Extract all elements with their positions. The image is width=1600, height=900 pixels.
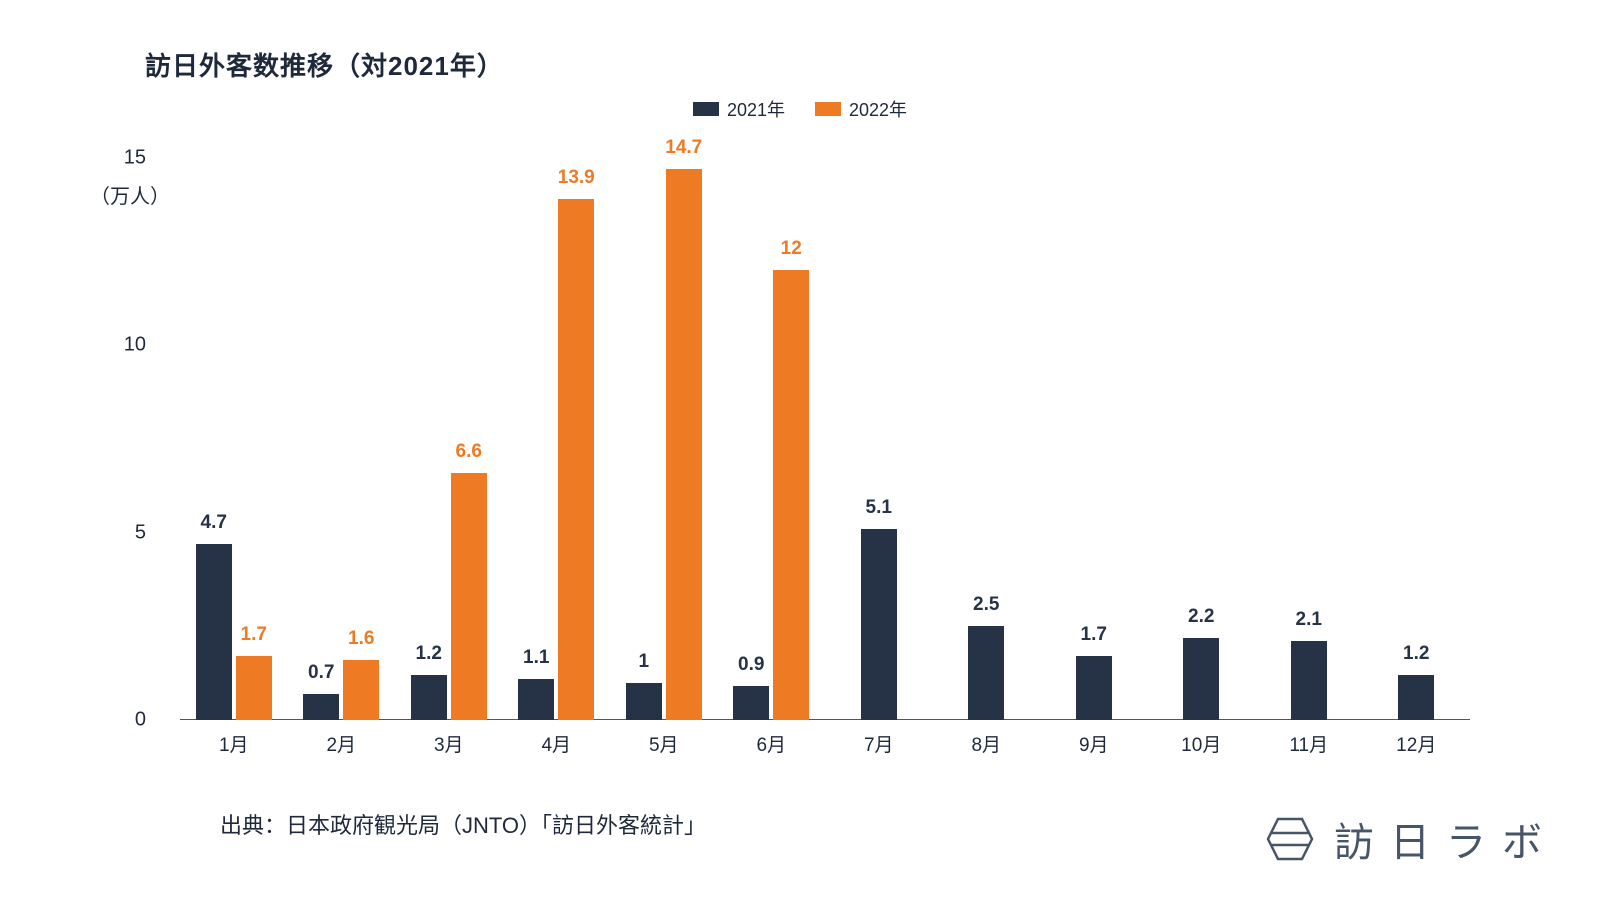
legend-swatch: [815, 102, 841, 116]
legend-label: 2021年: [727, 96, 785, 122]
bar: 1.1: [518, 679, 554, 720]
x-category-label: 11月: [1289, 730, 1328, 757]
x-category-label: 10月: [1181, 730, 1221, 757]
bar-group: 2.1: [1291, 641, 1327, 720]
bar-value-label: 1.2: [416, 643, 442, 665]
x-category-label: 9月: [1079, 730, 1109, 757]
bar-value-label: 2.5: [973, 594, 999, 616]
bar-value-label: 5.1: [866, 497, 892, 519]
x-category-label: 6月: [756, 730, 786, 757]
source-text: 出典：日本政府観光局（JNTO）「訪日外客統計」: [220, 808, 706, 840]
bar: 6.6: [451, 473, 487, 721]
bar: 1.6: [343, 660, 379, 720]
bar-group: 1.7: [1076, 656, 1112, 720]
chart-title: 訪日外客数推移（対2021年）: [145, 46, 504, 83]
bar: 0.9: [733, 686, 769, 720]
bar: 1: [626, 683, 662, 721]
bar: 2.5: [968, 626, 1004, 720]
bar-value-label: 1.7: [241, 624, 267, 646]
bar-group: 5.1: [861, 529, 897, 720]
x-category-label: 8月: [971, 730, 1001, 757]
y-tick-label: 5: [135, 521, 146, 544]
x-category-label: 2月: [326, 730, 356, 757]
bar: 14.7: [666, 169, 702, 720]
bar-value-label: 0.7: [308, 662, 334, 684]
bar-group: 1.113.9: [518, 199, 594, 720]
y-tick-label: 0: [135, 709, 146, 732]
bar-value-label: 2.1: [1296, 609, 1322, 631]
logo-text: 訪日ラボ: [1334, 810, 1558, 868]
bar: 1.7: [236, 656, 272, 720]
bar-group: 4.71.7: [196, 544, 272, 720]
bar: 5.1: [861, 529, 897, 720]
logo-icon: [1264, 813, 1316, 865]
bar: 1.2: [411, 675, 447, 720]
bar: 2.2: [1183, 638, 1219, 721]
x-category-label: 1月: [219, 730, 249, 757]
chart-container: 訪日外客数推移（対2021年） （万人） 2021年 2022年 0 5 10 15 1月…: [0, 0, 1600, 900]
bar-group: 1.26.6: [411, 473, 487, 721]
x-category-label: 3月: [434, 730, 464, 757]
bar: 0.7: [303, 694, 339, 720]
brand-logo: 訪日ラボ: [1264, 810, 1558, 868]
x-category-label: 4月: [541, 730, 571, 757]
bar: 1.7: [1076, 656, 1112, 720]
y-tick-label: 15: [124, 146, 146, 169]
bar-group: 2.2: [1183, 638, 1219, 721]
y-axis-label: （万人）: [90, 180, 170, 209]
bar-value-label: 13.9: [558, 167, 595, 189]
x-category-label: 12月: [1396, 730, 1436, 757]
bar-value-label: 0.9: [738, 654, 764, 676]
bar-value-label: 6.6: [456, 441, 482, 463]
bar-group: 0.71.6: [303, 660, 379, 720]
x-category-label: 5月: [649, 730, 679, 757]
bar-value-label: 14.7: [665, 137, 702, 159]
x-category-label: 7月: [864, 730, 894, 757]
bar-group: 0.912: [733, 270, 809, 720]
bar-group: 2.5: [968, 626, 1004, 720]
legend-label: 2022年: [849, 96, 907, 122]
bar-value-label: 1.7: [1081, 624, 1107, 646]
legend-swatch: [693, 102, 719, 116]
bar-value-label: 1.6: [348, 628, 374, 650]
bar: 13.9: [558, 199, 594, 720]
bar: 4.7: [196, 544, 232, 720]
bar-group: 114.7: [626, 169, 702, 720]
legend-item: 2021年: [693, 96, 785, 122]
bar: 1.2: [1398, 675, 1434, 720]
bar: 12: [773, 270, 809, 720]
bar-value-label: 1.1: [523, 647, 549, 669]
bar-value-label: 2.2: [1188, 606, 1214, 628]
bar-value-label: 1: [638, 651, 649, 673]
bar: 2.1: [1291, 641, 1327, 720]
y-tick-label: 10: [124, 334, 146, 357]
bar-value-label: 1.2: [1403, 643, 1429, 665]
bar-value-label: 12: [781, 238, 802, 260]
bar-value-label: 4.7: [201, 512, 227, 534]
bar-group: 1.2: [1398, 675, 1434, 720]
plot-area: 0510151月4.71.72月0.71.63月1.26.64月1.113.95…: [180, 120, 1470, 720]
legend-item: 2022年: [815, 96, 907, 122]
legend: 2021年 2022年: [0, 96, 1600, 122]
